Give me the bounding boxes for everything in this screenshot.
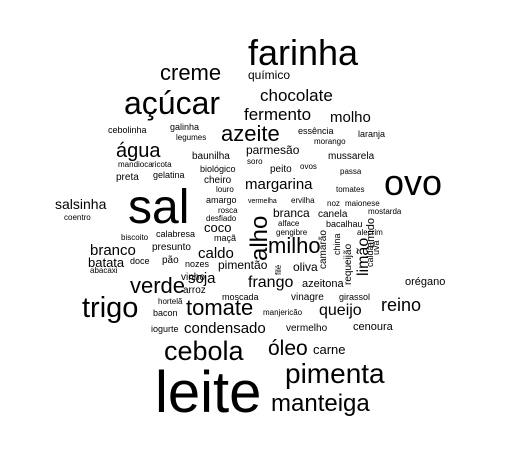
word-label: parmesão	[246, 143, 300, 157]
word-label: essência	[298, 126, 334, 136]
word-label: coentro	[64, 213, 91, 222]
word-label: ovo	[384, 162, 443, 203]
word-label: mussarela	[328, 151, 375, 162]
word-label: cebolinha	[108, 125, 147, 135]
word-label: pimentão	[218, 258, 268, 272]
word-label: margarina	[245, 176, 313, 193]
word-label: girassol	[339, 292, 371, 302]
word-label: laranja	[358, 129, 386, 139]
word-label: mandioca	[118, 160, 153, 169]
word-label: iogurte	[151, 324, 179, 334]
word-label: ervilha	[291, 196, 315, 205]
word-label: verde	[130, 273, 186, 298]
word-label: oliva	[293, 260, 318, 274]
word-label: presunto	[152, 242, 191, 253]
word-label: abacaxi	[90, 266, 118, 275]
word-label: amido	[365, 218, 377, 249]
word-label: noz	[327, 199, 340, 208]
word-label: gengibre	[276, 228, 308, 237]
word-label: requeijão	[343, 243, 354, 285]
word-label: desfiado	[206, 214, 237, 223]
word-label: camarão	[318, 229, 329, 269]
word-label: cenoura	[353, 321, 393, 333]
word-label: manjericão	[263, 308, 303, 317]
word-label: água	[116, 140, 161, 162]
word-label: pimenta	[285, 358, 385, 389]
word-label: preta	[116, 172, 139, 183]
word-label: canela	[318, 209, 348, 220]
word-label: salsinha	[55, 196, 107, 212]
word-label: calabresa	[156, 229, 196, 239]
word-label: doce	[130, 256, 150, 266]
word-label: queijo	[319, 302, 362, 319]
word-label: trigo	[82, 292, 139, 324]
word-label: leite	[155, 360, 262, 425]
word-label: alecrim	[357, 228, 383, 237]
word-label: farinha	[248, 32, 359, 73]
word-label: sal	[128, 181, 190, 234]
word-label: creme	[160, 60, 222, 85]
word-label: coco	[204, 220, 232, 235]
word-label: fermento	[244, 105, 312, 124]
word-label: maionese	[345, 199, 380, 208]
word-label: branca	[273, 206, 310, 220]
word-label: vinagre	[291, 292, 324, 303]
word-label: azeitona	[302, 278, 344, 290]
word-label: soro	[247, 157, 263, 166]
word-label: tomate	[186, 295, 254, 320]
word-label: galinha	[170, 122, 200, 132]
word-label: cheiro	[204, 175, 232, 186]
word-label: moscada	[222, 292, 259, 302]
word-label: branco	[90, 242, 136, 259]
word-label: vinho	[181, 272, 205, 283]
word-label: passa	[340, 167, 362, 176]
word-label: pão	[162, 255, 179, 266]
word-label: mostarda	[368, 207, 402, 216]
word-label: chocolate	[260, 86, 333, 105]
word-label: batata	[88, 255, 125, 270]
word-label: morango	[314, 137, 346, 146]
word-label: alface	[278, 219, 300, 228]
word-label: reino	[381, 295, 422, 315]
word-label: açúcar	[124, 85, 221, 121]
word-label: bacalhau	[326, 219, 363, 229]
word-label: amargo	[206, 195, 237, 205]
word-label: frango	[248, 274, 294, 291]
word-label: ovos	[300, 162, 317, 171]
word-label: carne	[313, 342, 346, 357]
word-label: peito	[270, 164, 292, 175]
word-label: rosca	[218, 206, 238, 215]
word-label: vermelha	[248, 198, 277, 205]
word-label: orégano	[405, 276, 446, 288]
word-label: milho	[268, 233, 321, 258]
word-label: azeite	[221, 121, 280, 146]
word-label: cebola	[164, 336, 244, 366]
word-label: óleo	[268, 337, 308, 360]
word-label: gelatina	[153, 170, 185, 180]
word-label: china	[332, 233, 342, 255]
word-label: soja	[188, 270, 216, 287]
word-label: biscoito	[121, 233, 149, 242]
word-label: biológico	[200, 164, 236, 174]
word-label: hortelã	[158, 297, 183, 306]
word-label: legumes	[176, 133, 207, 142]
word-label: molho	[330, 109, 371, 126]
word-label: vermelho	[286, 323, 328, 334]
word-label: bacon	[153, 308, 178, 318]
word-label: ricota	[152, 160, 172, 169]
word-label: baunilha	[192, 151, 230, 162]
word-label: maçã	[214, 233, 237, 243]
word-label: louro	[216, 185, 234, 194]
word-label: calda	[365, 245, 375, 267]
word-label: tomates	[336, 185, 365, 194]
word-label: químico	[248, 68, 291, 82]
word-label: caldo	[198, 245, 234, 262]
word-label: nozes	[185, 259, 210, 269]
word-label: condensado	[184, 320, 266, 337]
word-label: arroz	[183, 285, 206, 296]
word-label: manteiga	[271, 390, 370, 417]
